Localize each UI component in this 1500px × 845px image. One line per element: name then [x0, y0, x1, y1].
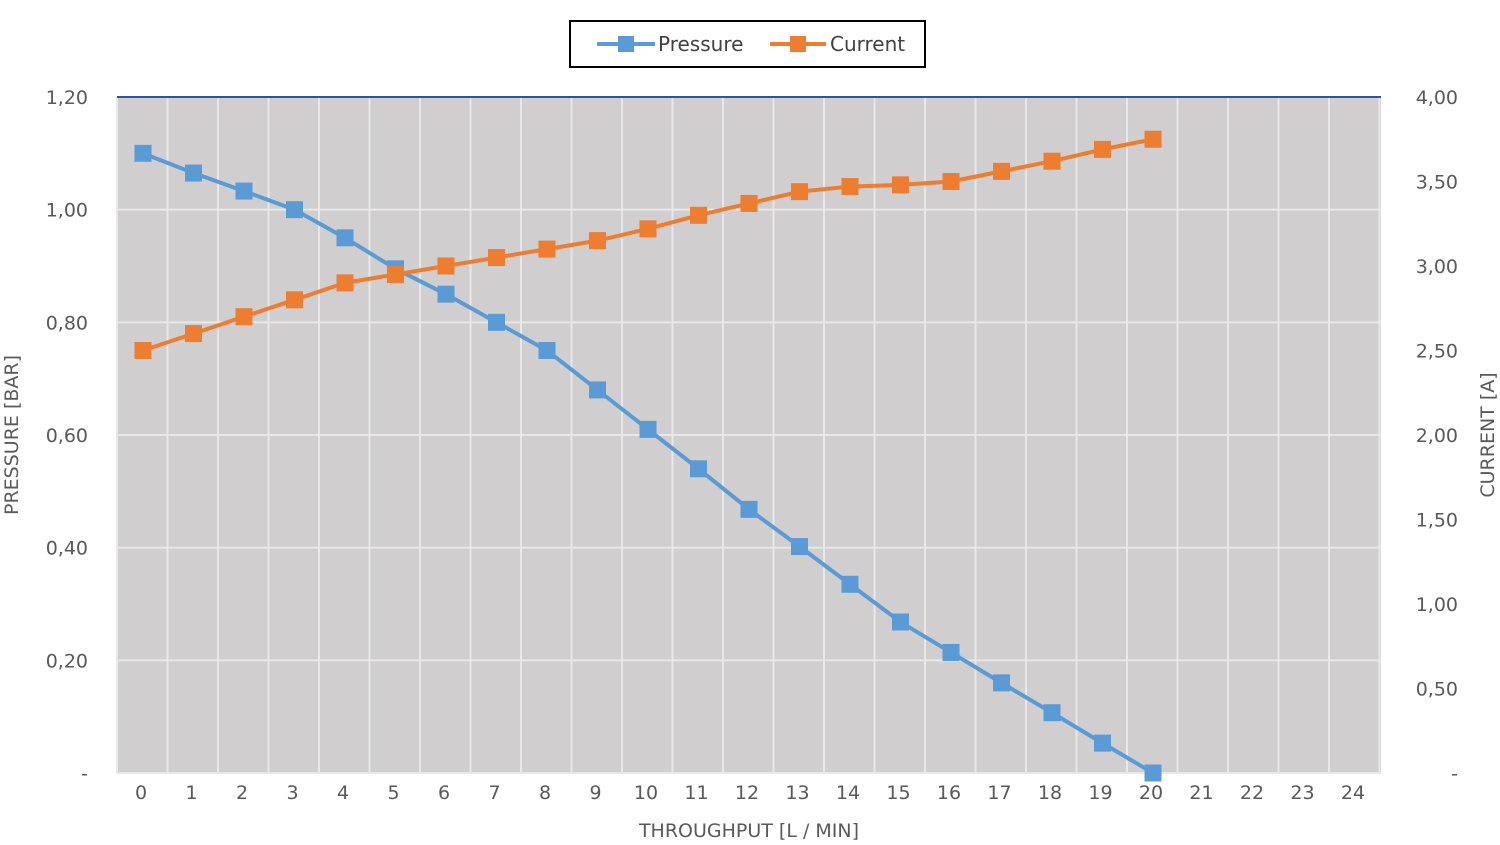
pressure-point — [892, 613, 909, 631]
y2-tick-label: 4,00 — [1416, 87, 1458, 109]
x-tick-label: 10 — [634, 782, 658, 804]
pressure-point — [437, 285, 455, 303]
current-point — [639, 220, 657, 238]
legend-current-marker — [790, 36, 806, 52]
current-point — [589, 232, 606, 250]
x-tick-label: 21 — [1189, 782, 1213, 804]
x-tick-label: 14 — [836, 782, 860, 804]
y2-tick-label: 1,50 — [1416, 510, 1458, 532]
current-point — [740, 194, 758, 212]
y-axis-title: PRESSURE [BAR] — [1, 355, 23, 515]
x-tick-label: 7 — [488, 782, 500, 804]
x-tick-label: 8 — [539, 782, 551, 804]
current-point — [538, 240, 556, 258]
current-point — [235, 308, 253, 326]
y2-tick-label: 2,50 — [1416, 341, 1458, 363]
x-tick-label: 1 — [185, 782, 197, 804]
pressure-point — [1144, 764, 1162, 782]
pressure-point — [993, 674, 1010, 692]
pressure-point — [134, 144, 152, 162]
current-point — [1043, 152, 1061, 170]
pressure-point — [589, 381, 606, 399]
y-tick-label: 0,60 — [46, 425, 88, 447]
current-point — [286, 291, 303, 309]
pressure-point — [336, 229, 354, 247]
x-tick-label: 24 — [1341, 782, 1365, 804]
y-tick-label: 1,00 — [46, 200, 88, 222]
current-point — [488, 249, 505, 267]
y2-tick-label: 3,50 — [1416, 172, 1458, 194]
current-point — [134, 342, 152, 359]
current-point — [185, 325, 202, 343]
current-point — [791, 183, 808, 201]
pressure-point — [690, 460, 707, 478]
current-point — [892, 176, 909, 194]
pressure-point — [488, 313, 505, 331]
pressure-point — [791, 538, 808, 556]
x-tick-label: 16 — [937, 782, 961, 804]
x-tick-label: 23 — [1290, 782, 1314, 804]
current-point — [942, 173, 960, 190]
x-tick-label: 9 — [589, 782, 601, 804]
pressure-point — [841, 575, 859, 593]
y2-tick-label: 2,00 — [1416, 425, 1458, 447]
legend-current-label: Current — [830, 32, 905, 56]
x-tick-label: 17 — [987, 782, 1011, 804]
x-tick-label: 0 — [135, 782, 147, 804]
pressure-point — [235, 182, 253, 200]
y-tick-label: 0,80 — [46, 312, 88, 334]
current-point — [690, 206, 707, 224]
x-tick-label: 6 — [438, 782, 450, 804]
pressure-point — [286, 201, 303, 219]
legend-box — [569, 20, 926, 68]
y-tick-label: 0,20 — [46, 650, 88, 672]
current-point — [387, 265, 404, 283]
y2-tick-label: - — [1451, 763, 1458, 785]
x-tick-label: 4 — [337, 782, 349, 804]
x-axis-title: THROUGHPUT [L / MIN] — [638, 820, 859, 842]
current-point — [841, 178, 859, 196]
current-point — [336, 274, 354, 292]
legend-pressure-marker — [618, 36, 634, 52]
pressure-point — [639, 420, 657, 438]
y2-tick-label: 1,00 — [1416, 594, 1458, 616]
x-tick-label: 3 — [286, 782, 298, 804]
x-tick-label: 11 — [684, 782, 708, 804]
y-tick-label: 1,20 — [46, 87, 88, 109]
x-tick-label: 13 — [785, 782, 809, 804]
x-tick-label: 2 — [236, 782, 248, 804]
x-tick-label: 19 — [1088, 782, 1112, 804]
y2-tick-label: 0,50 — [1416, 679, 1458, 701]
y2-axis-title: CURRENT [A] — [1477, 372, 1499, 497]
x-tick-label: 20 — [1139, 782, 1163, 804]
pressure-point — [538, 342, 556, 359]
y-tick-label: - — [81, 763, 88, 785]
x-tick-label: 15 — [886, 782, 910, 804]
current-point — [1144, 130, 1162, 148]
x-tick-label: 18 — [1038, 782, 1062, 804]
pressure-point — [1043, 704, 1061, 722]
x-tick-label: 5 — [387, 782, 399, 804]
pressure-point — [942, 643, 960, 661]
pressure-point — [740, 500, 758, 518]
current-point — [993, 162, 1010, 180]
current-point — [1094, 140, 1111, 158]
legend: Pressure Current — [569, 20, 926, 68]
x-tick-label: 22 — [1240, 782, 1264, 804]
y2-tick-label: 3,00 — [1416, 256, 1458, 278]
x-tick-label: 12 — [735, 782, 759, 804]
pressure-point — [185, 164, 202, 182]
legend-pressure-label: Pressure — [658, 32, 743, 56]
pressure-point — [1094, 734, 1111, 752]
current-point — [437, 257, 455, 275]
y-tick-label: 0,40 — [46, 538, 88, 560]
